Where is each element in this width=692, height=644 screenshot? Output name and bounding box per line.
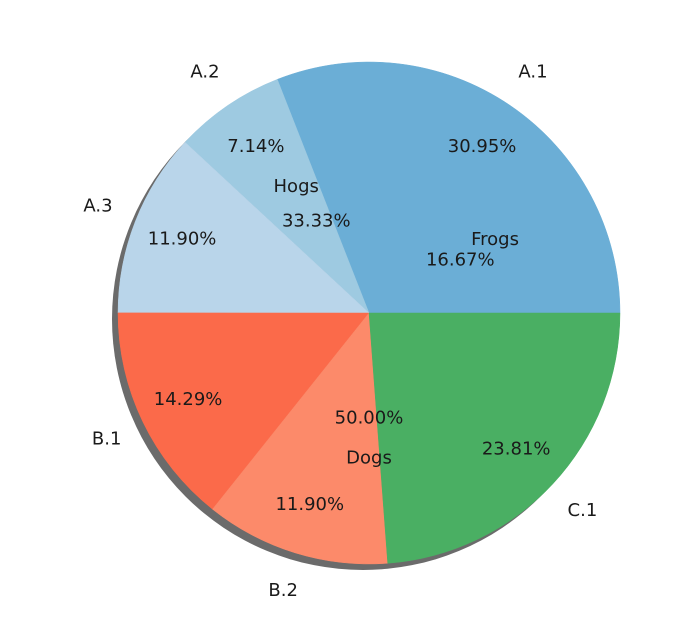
slice-label-b-1: B.1 <box>92 428 122 449</box>
inner-label-frogs: Frogs <box>471 229 519 250</box>
slice-label-c-1: C.1 <box>568 500 598 521</box>
slice-label-b-2: B.2 <box>268 580 298 601</box>
slice-pct-a-3: 11.90% <box>148 229 217 250</box>
slice-label-a-3: A.3 <box>83 196 112 217</box>
pie-slices <box>117 61 621 565</box>
pie-slice-c-1 <box>368 312 621 564</box>
pie-slice-b-2 <box>212 312 388 565</box>
inner-label-hogs: Hogs <box>274 176 319 197</box>
inner-label-dogs: Dogs <box>346 448 392 469</box>
inner-pct-frogs: 16.67% <box>426 249 495 270</box>
slice-pct-b-1: 14.29% <box>154 389 223 410</box>
pie-labels: A.1 30.95% A.2 7.14% A.3 11.90% B.1 14.29% B.2 11… <box>83 61 597 601</box>
pie-slice-a-2 <box>184 79 370 314</box>
inner-pct-hogs: 33.33% <box>282 211 351 232</box>
slice-pct-b-2: 11.90% <box>275 494 344 515</box>
slice-label-a-2: A.2 <box>190 61 219 82</box>
pie-slice-b-1 <box>117 312 370 510</box>
slice-pct-a-1: 30.95% <box>448 136 517 157</box>
slice-pct-c-1: 23.81% <box>482 439 551 460</box>
slice-pct-a-2: 7.14% <box>227 136 284 157</box>
slice-label-a-1: A.1 <box>518 61 547 82</box>
pie-slice-a-1 <box>276 61 621 314</box>
pie-slice-a-3 <box>117 141 370 314</box>
inner-pct-dogs: 50.00% <box>335 407 404 428</box>
